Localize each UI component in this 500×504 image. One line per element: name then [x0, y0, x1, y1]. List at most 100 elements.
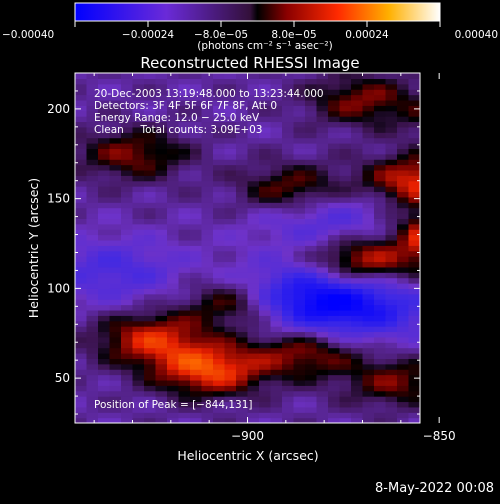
heatmap-cell — [282, 396, 295, 403]
heatmap-cell — [374, 417, 387, 423]
heatmap-cell — [167, 293, 180, 300]
heatmap-cell — [144, 266, 157, 273]
heatmap-cell — [397, 369, 410, 376]
heatmap-cell — [224, 401, 237, 408]
heatmap-cell — [213, 293, 226, 300]
heatmap-cell — [328, 288, 341, 295]
heatmap-cell — [213, 277, 226, 284]
heatmap-cell — [328, 417, 341, 423]
heatmap-cell — [121, 304, 134, 311]
heatmap-cell — [339, 396, 352, 403]
heatmap-cell — [316, 261, 329, 268]
heatmap-cell — [236, 110, 249, 117]
heatmap-cell — [224, 406, 237, 413]
heatmap-cell — [259, 304, 272, 311]
heatmap-cell — [86, 196, 99, 203]
heatmap-cell — [98, 207, 111, 214]
heatmap-cell — [385, 137, 398, 144]
colorbar-ticks: −0.00040 −0.00024 −8.0e−05 8.0e−05 0.00024 0.… — [2, 21, 498, 41]
heatmap-cell — [75, 89, 88, 96]
heatmap-cell — [385, 336, 398, 343]
heatmap-cell — [144, 331, 157, 338]
heatmap-cell — [305, 239, 318, 246]
heatmap-cell — [351, 283, 364, 289]
heatmap-cell — [144, 272, 157, 279]
heatmap-cell — [339, 126, 352, 133]
heatmap-cell — [282, 347, 295, 354]
date-stamp: 8-May-2022 00:08 — [375, 481, 494, 496]
heatmap-cell — [339, 218, 352, 225]
heatmap-cell — [282, 256, 295, 263]
heatmap-cell — [236, 78, 249, 85]
heatmap-cell — [339, 143, 352, 149]
heatmap-cell — [121, 196, 134, 203]
heatmap-cell — [75, 116, 88, 123]
heatmap-cell — [109, 202, 122, 209]
heatmap-cell — [408, 309, 420, 316]
heatmap-cell — [270, 121, 283, 128]
heatmap-cell — [351, 417, 364, 423]
heatmap-cell — [224, 342, 237, 349]
heatmap-cell — [374, 342, 387, 349]
heatmap-cell — [385, 266, 398, 273]
heatmap-cell — [109, 277, 122, 284]
heatmap-cell — [213, 272, 226, 279]
heatmap-cell — [397, 288, 410, 295]
heatmap-cell — [339, 358, 352, 365]
heatmap-cell — [155, 229, 168, 236]
heatmap-cell — [213, 105, 226, 112]
heatmap-cell — [259, 175, 272, 182]
heatmap-cell — [305, 186, 318, 193]
heatmap-cell — [259, 320, 272, 327]
heatmap-cell — [236, 213, 249, 219]
heatmap-cell — [190, 202, 203, 209]
heatmap-cell — [339, 116, 352, 123]
heatmap-cell — [98, 245, 111, 252]
heatmap-cell — [167, 401, 180, 408]
heatmap-cell — [155, 331, 168, 338]
heatmap-cell — [305, 207, 318, 214]
heatmap-cell — [339, 401, 352, 408]
heatmap-cell — [155, 239, 168, 246]
heatmap-cell — [167, 379, 180, 386]
heatmap-cell — [385, 331, 398, 338]
heatmap-cell — [167, 207, 180, 214]
heatmap-cell — [98, 153, 111, 160]
heatmap-cell — [109, 385, 122, 392]
heatmap-cell — [270, 385, 283, 392]
heatmap-cell — [178, 202, 191, 209]
heatmap-cell — [155, 277, 168, 284]
heatmap-cell — [98, 369, 111, 376]
heatmap-cell — [339, 390, 352, 397]
heatmap-cell — [201, 304, 214, 311]
heatmap-cell — [236, 288, 249, 295]
heatmap-cell — [408, 369, 420, 376]
heatmap-cell — [259, 396, 272, 403]
heatmap-cell — [121, 406, 134, 413]
heatmap-cell — [86, 137, 99, 144]
heatmap-cell — [75, 207, 88, 214]
heatmap-cell — [339, 331, 352, 338]
heatmap-cell — [98, 379, 111, 386]
heatmap-cell — [270, 326, 283, 333]
heatmap-cell — [385, 213, 398, 219]
heatmap-cell — [351, 94, 364, 101]
heatmap-cell — [213, 126, 226, 133]
heatmap-cell — [408, 277, 420, 284]
heatmap-cell — [213, 180, 226, 187]
heatmap-cell — [305, 175, 318, 182]
heatmap-cell — [167, 148, 180, 155]
heatmap-cell — [282, 417, 295, 423]
heatmap-cell — [121, 342, 134, 349]
heatmap-cell — [109, 223, 122, 230]
heatmap-cell — [385, 401, 398, 408]
heatmap-cell — [247, 126, 260, 133]
heatmap-cell — [178, 99, 191, 106]
heatmap-cell — [86, 353, 99, 359]
heatmap-cell — [305, 266, 318, 273]
heatmap-cell — [109, 207, 122, 214]
heatmap-cell — [190, 126, 203, 133]
heatmap-cell — [305, 272, 318, 279]
heatmap-cell — [385, 196, 398, 203]
heatmap-cell — [408, 315, 420, 322]
